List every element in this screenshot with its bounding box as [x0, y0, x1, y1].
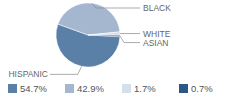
legend-label: 1.7% [134, 83, 156, 94]
legend-swatch [179, 84, 188, 93]
pie-slice [88, 32, 120, 35]
slice-label: ASIAN [143, 38, 169, 48]
leader-line [120, 36, 140, 43]
leader-line [120, 33, 140, 34]
legend-label: 42.9% [77, 83, 104, 94]
pie-chart: HISPANICBLACKWHITEASIAN54.7%42.9%1.7%0.7… [0, 0, 240, 100]
leader-line [50, 66, 82, 74]
chart-root: HISPANICBLACKWHITEASIAN54.7%42.9%1.7%0.7… [0, 0, 240, 100]
pie-slice [88, 35, 120, 37]
slice-label: HISPANIC [8, 69, 48, 79]
slices [56, 3, 120, 67]
legend: 54.7% 42.9% 1.7% 0.7% [8, 83, 213, 94]
legend-label: 0.7% [191, 83, 213, 94]
legend-swatch [8, 84, 17, 93]
leader-line [92, 3, 140, 8]
legend-swatch [122, 84, 131, 93]
slice-label: BLACK [143, 3, 171, 13]
legend-swatch [65, 84, 74, 93]
legend-label: 54.7% [20, 83, 47, 94]
slice-labels: HISPANICBLACKWHITEASIAN [8, 3, 171, 79]
